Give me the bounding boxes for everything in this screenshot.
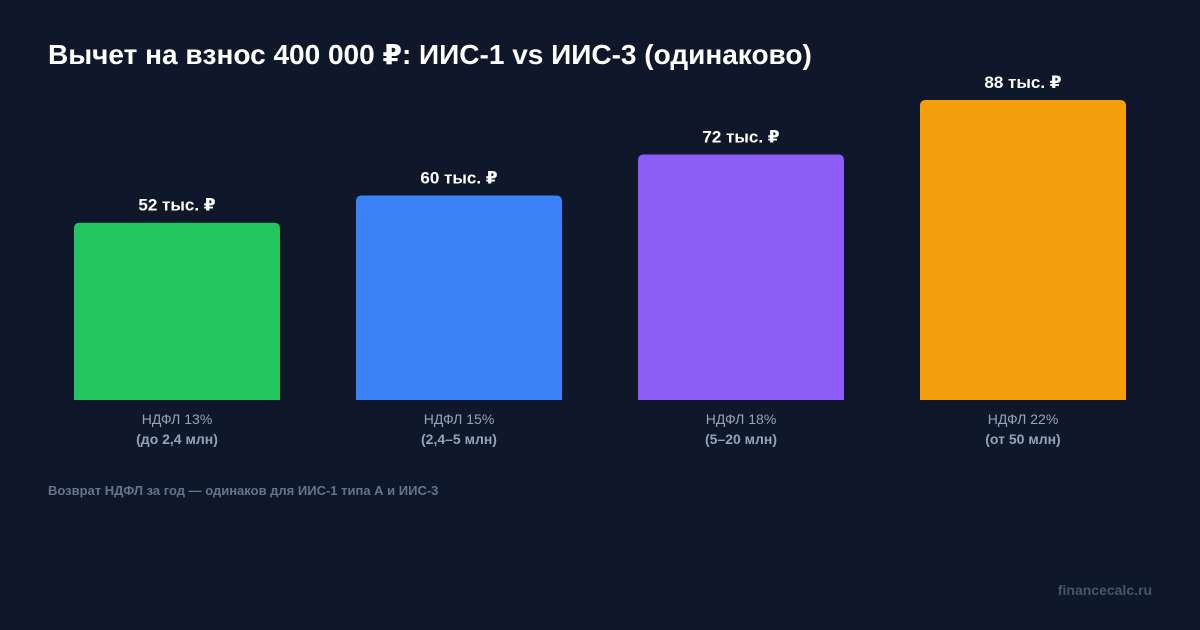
category-label-1-line-2: (до 2,4 млн) — [136, 431, 218, 447]
bar-value-label-2: 60 тыс. ₽ — [420, 168, 497, 187]
category-label-2-line-2: (2,4–5 млн) — [421, 431, 497, 447]
bar-value-label-3: 72 тыс. ₽ — [702, 128, 779, 147]
bar-1 — [74, 222, 280, 400]
category-label-4-line-2: (от 50 млн) — [985, 431, 1060, 447]
bar-3 — [638, 154, 844, 400]
category-label-2-line-1: НДФЛ 15% — [424, 411, 495, 427]
bar-4 — [920, 100, 1126, 400]
bar-2 — [356, 195, 562, 400]
category-label-3-line-1: НДФЛ 18% — [706, 411, 777, 427]
chart-title: Вычет на взнос 400 000 ₽: ИИС-1 vs ИИС-3… — [48, 39, 812, 70]
bar-value-label-1: 52 тыс. ₽ — [138, 196, 215, 215]
site-watermark: financecalc.ru — [1057, 582, 1152, 598]
chart-footnote: Возврат НДФЛ за год — одинаков для ИИС-1… — [48, 483, 439, 498]
category-label-4-line-1: НДФЛ 22% — [988, 411, 1059, 427]
bar-value-label-4: 88 тыс. ₽ — [984, 73, 1061, 92]
category-label-1-line-1: НДФЛ 13% — [142, 411, 213, 427]
category-label-3-line-2: (5–20 млн) — [705, 431, 777, 447]
